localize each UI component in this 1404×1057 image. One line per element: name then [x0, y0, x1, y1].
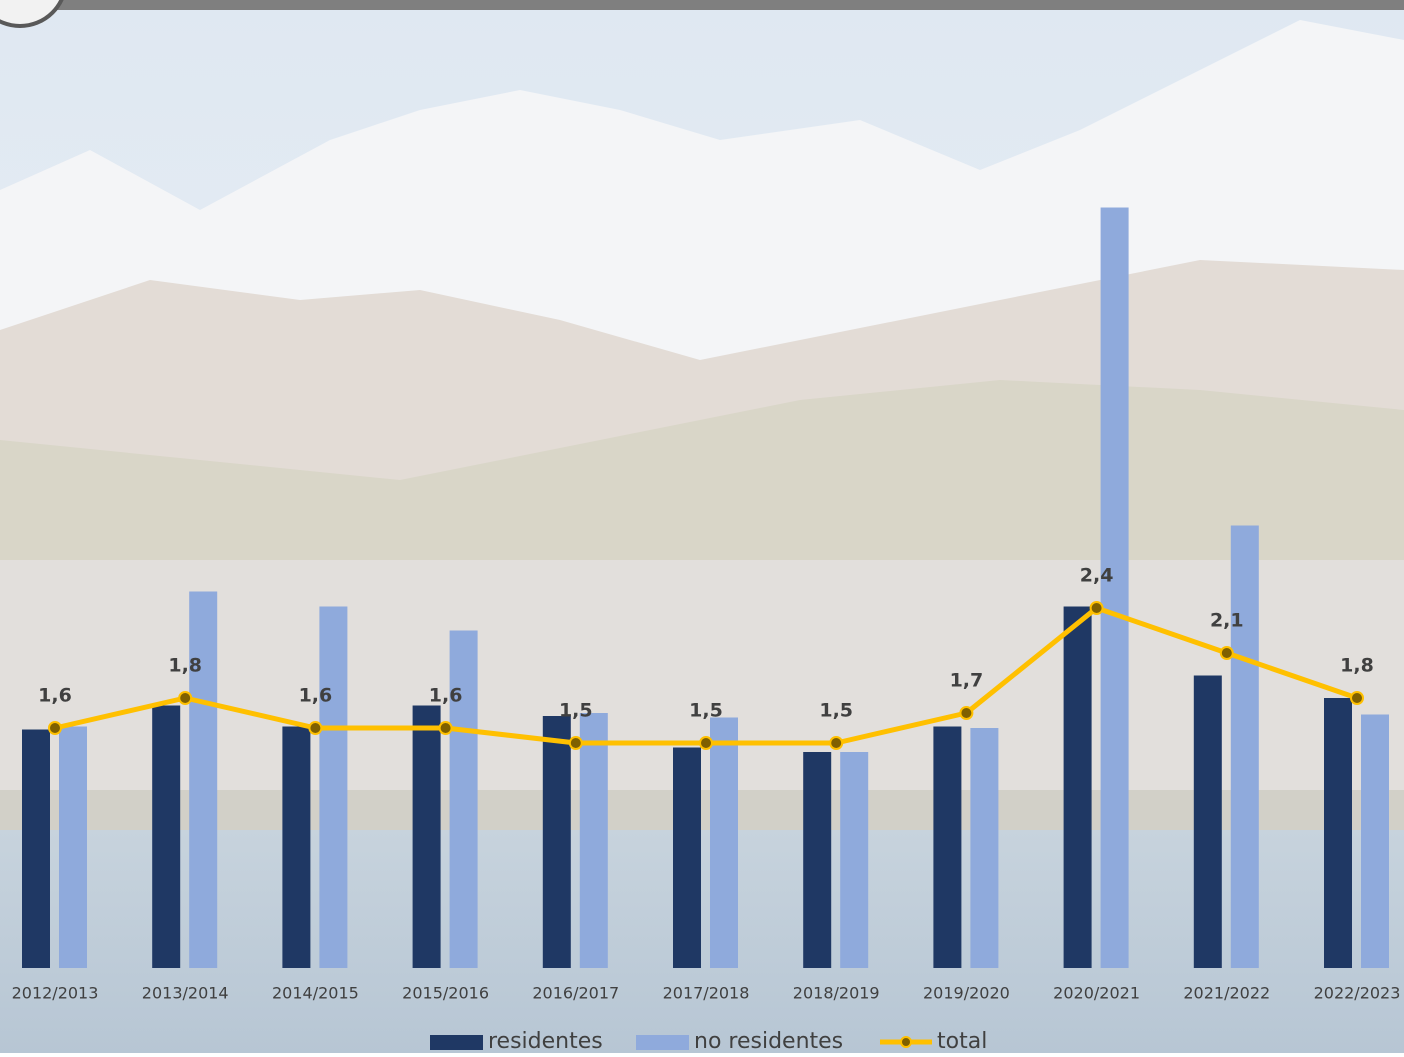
bar [1100, 207, 1129, 968]
bar [840, 752, 869, 968]
bar [933, 726, 962, 968]
x-tick-label: 2013/2014 [142, 984, 229, 1003]
line-marker [48, 721, 62, 735]
data-label: 1,6 [429, 685, 463, 707]
x-tick-label: 2016/2017 [532, 984, 619, 1003]
line-marker [1089, 601, 1104, 615]
bar [412, 705, 441, 968]
x-tick-label: 2022/2023 [1314, 984, 1401, 1003]
bar [449, 630, 478, 968]
legend-label: no residentes [694, 1029, 843, 1053]
bar [970, 728, 999, 968]
data-label: 2,4 [1080, 565, 1114, 587]
data-label: 1,7 [950, 670, 984, 692]
x-tick-label: 2021/2022 [1183, 984, 1270, 1003]
data-label: 1,5 [819, 700, 853, 722]
line-marker [1219, 646, 1234, 660]
legend-swatch [636, 1035, 689, 1050]
legend-label: residentes [488, 1029, 603, 1053]
data-label: 1,6 [38, 685, 72, 707]
legend-marker [900, 1036, 912, 1048]
line-marker [438, 721, 453, 735]
bar [59, 726, 87, 968]
line-marker [568, 736, 583, 750]
legend: residentes no residentes total [430, 1029, 987, 1054]
x-tick-label: 2012/2013 [12, 984, 99, 1003]
bar [1361, 714, 1389, 968]
bar [542, 716, 571, 968]
data-label: 1,8 [168, 655, 202, 677]
x-tick-label: 2017/2018 [663, 984, 750, 1003]
legend-swatch [430, 1035, 483, 1050]
legend-label: total [937, 1029, 987, 1053]
bar [282, 726, 311, 968]
bar [803, 752, 832, 968]
line-marker [829, 736, 844, 750]
line-marker [178, 691, 193, 705]
bar [673, 747, 701, 968]
bar [1063, 606, 1092, 968]
data-label: 1,8 [1340, 655, 1374, 677]
line-marker [1350, 691, 1364, 705]
bar [1324, 698, 1352, 968]
x-tick-label: 2020/2021 [1053, 984, 1140, 1003]
bar [152, 705, 181, 968]
plot-area: 2012/2013 2013/2014 2014/2015 2015/2016 2016… [12, 207, 1401, 1003]
bar [710, 717, 738, 968]
bar [1230, 525, 1259, 968]
data-label: 1,6 [299, 685, 333, 707]
x-tick-label: 2015/2016 [402, 984, 489, 1003]
bar [319, 606, 348, 968]
x-tick-label: 2018/2019 [793, 984, 880, 1003]
line-marker [699, 736, 713, 750]
bar [1193, 675, 1222, 968]
line-marker [308, 721, 323, 735]
data-label: 1,5 [559, 700, 593, 722]
data-label: 2,1 [1210, 610, 1244, 632]
line-marker [959, 706, 974, 720]
x-tick-label: 2014/2015 [272, 984, 359, 1003]
bar [22, 729, 50, 968]
x-tick-label: 2019/2020 [923, 984, 1010, 1003]
bar [579, 713, 608, 968]
bar [189, 591, 218, 968]
data-label: 1,5 [689, 700, 723, 722]
